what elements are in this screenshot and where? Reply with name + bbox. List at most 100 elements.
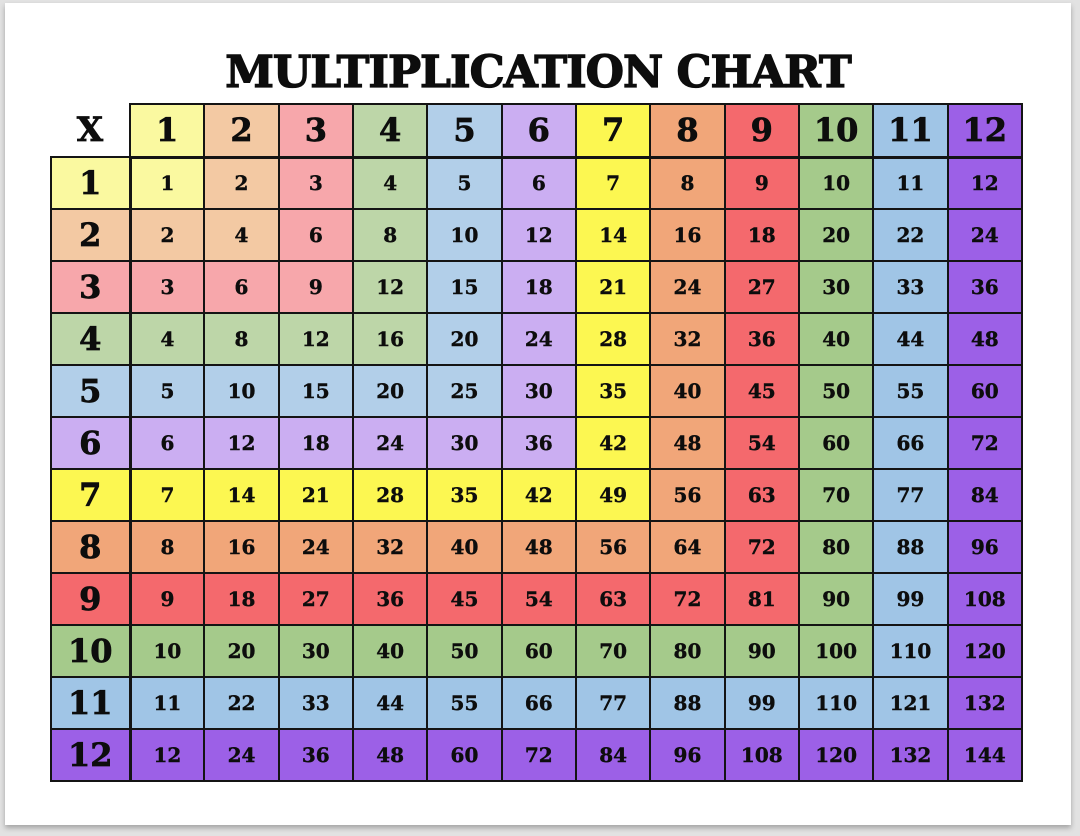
cell-11x2: 22 [203, 676, 280, 730]
cell-12x9: 108 [723, 728, 800, 782]
corner-cell: X [51, 104, 130, 157]
cell-8x6: 48 [500, 520, 577, 574]
cell-8x12: 96 [946, 520, 1024, 574]
cell-2x10: 20 [797, 208, 875, 262]
cell-2x1: 2 [128, 208, 206, 262]
cell-10x5: 50 [426, 624, 503, 678]
cell-6x10: 60 [797, 416, 875, 470]
cell-2x11: 22 [872, 208, 949, 262]
cell-8x4: 32 [351, 520, 429, 574]
cell-9x3: 27 [277, 572, 354, 626]
header-row: X 1 2 3 4 5 6 7 8 9 10 11 12 [51, 103, 1024, 159]
cell-3x4: 12 [351, 260, 429, 314]
cell-9x12: 108 [946, 572, 1024, 626]
cell-5x10: 50 [797, 364, 875, 418]
cell-4x3: 12 [277, 312, 354, 366]
cell-2x2: 4 [203, 208, 280, 262]
cell-3x3: 9 [277, 260, 354, 314]
cell-12x1: 12 [128, 728, 206, 782]
cell-3x8: 24 [649, 260, 726, 314]
cell-3x9: 27 [723, 260, 800, 314]
cell-10x7: 70 [574, 624, 652, 678]
table-row-2: 2 2 4 6 8 10 12 14 16 18 20 22 24 [50, 208, 1024, 262]
table-row-1: 1 1 2 3 4 5 6 7 8 9 10 11 12 [50, 156, 1024, 210]
cell-1x10: 10 [797, 156, 875, 210]
cell-6x4: 24 [351, 416, 429, 470]
cell-4x1: 4 [128, 312, 206, 366]
cell-10x10: 100 [797, 624, 875, 678]
cell-3x7: 21 [574, 260, 652, 314]
cell-7x8: 56 [649, 468, 726, 522]
table-row-11: 11 11 22 33 44 55 66 77 88 99 110 121 132 [50, 676, 1024, 730]
cell-2x5: 10 [426, 208, 503, 262]
cell-11x8: 88 [649, 676, 726, 730]
cell-11x6: 66 [500, 676, 577, 730]
col-header-10: 10 [797, 103, 875, 159]
table-row-9: 9 9 18 27 36 45 54 63 72 81 90 99 108 [50, 572, 1024, 626]
cell-8x3: 24 [277, 520, 354, 574]
cell-3x10: 30 [797, 260, 875, 314]
cell-2x4: 8 [351, 208, 429, 262]
cell-1x6: 6 [500, 156, 577, 210]
cell-7x9: 63 [723, 468, 800, 522]
cell-11x11: 121 [872, 676, 949, 730]
cell-9x9: 81 [723, 572, 800, 626]
cell-6x3: 18 [277, 416, 354, 470]
multiplication-table: X 1 2 3 4 5 6 7 8 9 10 11 12 1 1 2 3 4 5 6 7 8 9 10 11 12 2 2 4 6 8 10… [50, 103, 1024, 782]
cell-2x6: 12 [500, 208, 577, 262]
col-header-7: 7 [574, 103, 652, 159]
col-header-12: 12 [946, 103, 1024, 159]
cell-4x11: 44 [872, 312, 949, 366]
cell-2x12: 24 [946, 208, 1024, 262]
cell-3x6: 18 [500, 260, 577, 314]
row-header-7: 7 [50, 468, 132, 522]
cell-4x2: 8 [203, 312, 280, 366]
cell-3x5: 15 [426, 260, 503, 314]
col-header-5: 5 [426, 103, 503, 159]
cell-3x11: 33 [872, 260, 949, 314]
cell-9x11: 99 [872, 572, 949, 626]
cell-7x11: 77 [872, 468, 949, 522]
cell-6x9: 54 [723, 416, 800, 470]
cell-9x10: 90 [797, 572, 875, 626]
cell-10x3: 30 [277, 624, 354, 678]
cell-10x11: 110 [872, 624, 949, 678]
cell-3x2: 6 [203, 260, 280, 314]
table-row-8: 8 8 16 24 32 40 48 56 64 72 80 88 96 [50, 520, 1024, 574]
cell-2x9: 18 [723, 208, 800, 262]
cell-6x11: 66 [872, 416, 949, 470]
row-header-1: 1 [50, 156, 132, 210]
cell-1x7: 7 [574, 156, 652, 210]
cell-8x2: 16 [203, 520, 280, 574]
cell-11x12: 132 [946, 676, 1024, 730]
cell-5x6: 30 [500, 364, 577, 418]
table-row-12: 12 12 24 36 48 60 72 84 96 108 120 132 144 [50, 728, 1024, 782]
table-row-3: 3 3 6 9 12 15 18 21 24 27 30 33 36 [50, 260, 1024, 314]
cell-12x4: 48 [351, 728, 429, 782]
col-header-1: 1 [128, 103, 206, 159]
cell-11x10: 110 [797, 676, 875, 730]
col-header-2: 2 [203, 103, 280, 159]
table-row-5: 5 5 10 15 20 25 30 35 40 45 50 55 60 [50, 364, 1024, 418]
cell-8x7: 56 [574, 520, 652, 574]
cell-7x10: 70 [797, 468, 875, 522]
cell-7x7: 49 [574, 468, 652, 522]
page-title: MULTIPLICATION CHART [225, 47, 853, 98]
row-header-11: 11 [50, 676, 132, 730]
cell-11x9: 99 [723, 676, 800, 730]
cell-11x7: 77 [574, 676, 652, 730]
cell-3x1: 3 [128, 260, 206, 314]
cell-9x1: 9 [128, 572, 206, 626]
row-header-5: 5 [50, 364, 132, 418]
row-header-6: 6 [50, 416, 132, 470]
cell-4x12: 48 [946, 312, 1024, 366]
cell-1x2: 2 [203, 156, 280, 210]
cell-5x4: 20 [351, 364, 429, 418]
cell-6x12: 72 [946, 416, 1024, 470]
cell-9x7: 63 [574, 572, 652, 626]
cell-11x1: 11 [128, 676, 206, 730]
row-header-8: 8 [50, 520, 132, 574]
cell-8x10: 80 [797, 520, 875, 574]
cell-10x2: 20 [203, 624, 280, 678]
cell-6x5: 30 [426, 416, 503, 470]
